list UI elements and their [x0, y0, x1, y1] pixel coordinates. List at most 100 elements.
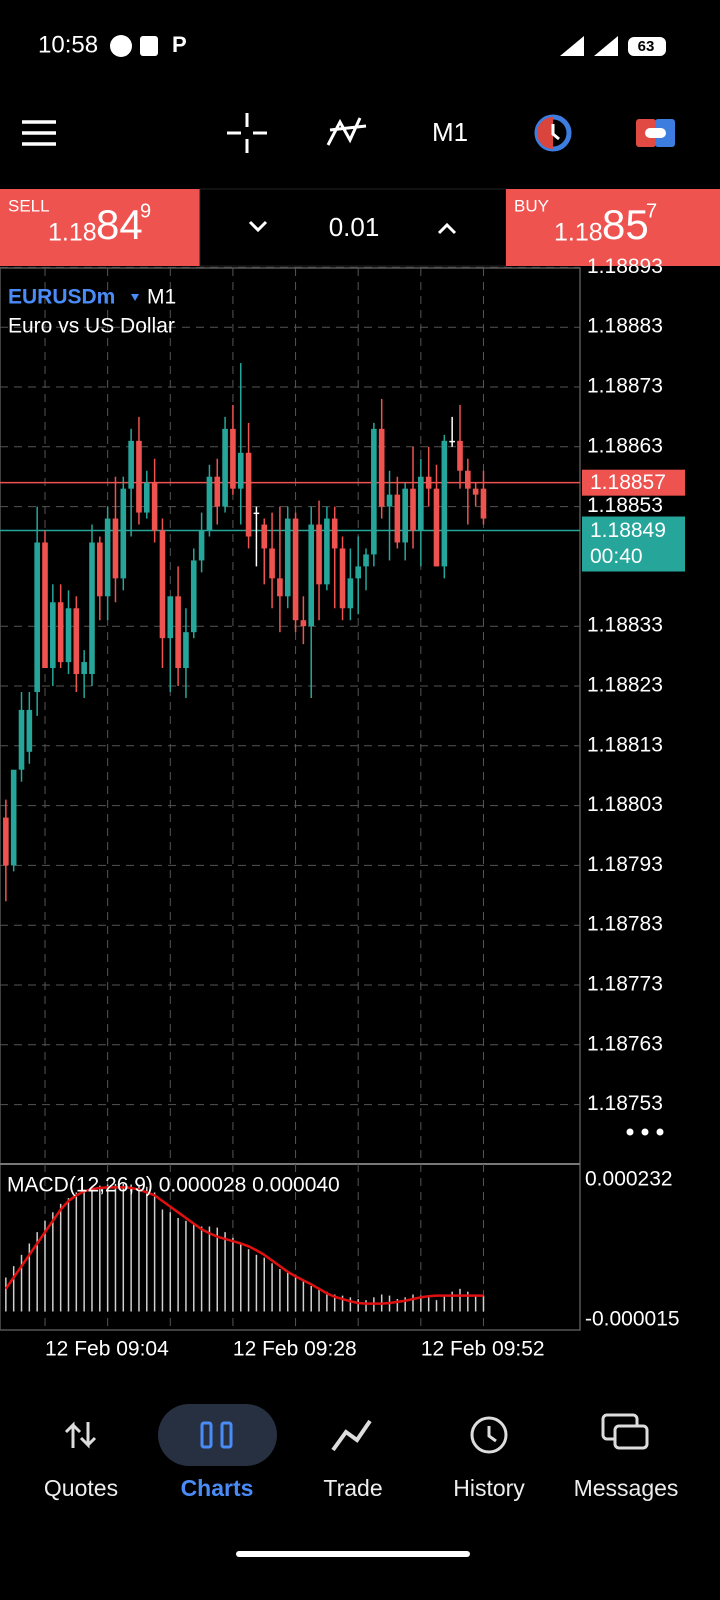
candle-body	[347, 578, 354, 609]
y-tick-label: 1.18863	[587, 434, 663, 457]
y-tick-label: 1.18873	[587, 375, 663, 398]
candle-body	[465, 470, 471, 489]
trade-button[interactable]	[636, 119, 675, 147]
quotes-icon	[64, 1421, 97, 1449]
more-dot[interactable]	[656, 1128, 664, 1136]
y-tick-label: 0.000232	[585, 1168, 673, 1191]
x-tick-label: 12 Feb 09:52	[421, 1338, 545, 1361]
candle-body	[308, 524, 315, 627]
history-icon	[487, 1426, 497, 1443]
y-tick-label: 1.18753	[587, 1092, 663, 1115]
candle-body	[449, 440, 455, 443]
buy-button[interactable]	[506, 189, 720, 266]
candle-body	[269, 548, 275, 579]
x-tick-label: 12 Feb 09:28	[233, 1338, 357, 1361]
y-tick-label: 1.18893	[587, 255, 663, 278]
bid-badge-label: 1.18849	[590, 519, 666, 542]
candle-body	[245, 452, 252, 537]
nav-label[interactable]: Trade	[323, 1475, 382, 1501]
volume-down[interactable]	[248, 220, 268, 233]
battery-level: 63	[638, 38, 655, 55]
candle-body	[120, 488, 127, 579]
y-tick-label: 1.18803	[587, 793, 663, 816]
status-icon: P	[172, 32, 187, 57]
y-tick-label: 1.18813	[587, 733, 663, 756]
y-tick-label: 1.18763	[587, 1032, 663, 1055]
sell-price-sup: 9	[140, 200, 151, 222]
candle-body	[42, 542, 48, 669]
buy-price-sup: 7	[646, 200, 657, 222]
candle-body	[89, 542, 95, 675]
y-tick-label: 1.18853	[587, 494, 663, 517]
candle-body	[128, 440, 134, 489]
signal-icon	[560, 36, 618, 56]
crosshair-button[interactable]	[227, 113, 267, 153]
indicators-button[interactable]	[326, 117, 367, 146]
candle-body	[410, 488, 416, 531]
more-dot[interactable]	[641, 1128, 649, 1136]
volume-box	[199, 188, 507, 267]
candle-body	[371, 428, 377, 555]
countdown: 00:40	[590, 545, 643, 568]
sell-button[interactable]	[0, 189, 200, 266]
nav-label[interactable]: Messages	[574, 1475, 679, 1501]
candle-body	[143, 482, 150, 513]
nav-icons	[64, 1413, 649, 1454]
candle-body	[104, 518, 111, 597]
timeframe-button[interactable]: M1	[432, 117, 468, 147]
candle-body	[50, 602, 56, 669]
candle-body	[300, 620, 307, 627]
symbol-description: Euro vs US Dollar	[8, 315, 175, 338]
history-icon	[470, 1416, 508, 1454]
candle-body	[18, 709, 25, 770]
candle-body	[339, 548, 346, 609]
nav-active-pill	[158, 1404, 277, 1466]
candle-body	[198, 530, 205, 561]
plot: 12 Feb 09:04 12 Feb 09:28 12 Feb 09:52 1.18…	[0, 255, 685, 1361]
nav-label[interactable]: History	[453, 1475, 525, 1501]
candle-body	[472, 488, 479, 495]
status-time: 10:58	[38, 31, 98, 58]
candle-body	[394, 494, 401, 543]
indicator-label: MACD(12,26,9) 0.000028 0.000040	[7, 1174, 340, 1197]
y-tick-label: -0.000015	[585, 1308, 680, 1331]
menu-button[interactable]	[22, 120, 56, 146]
candle-body	[316, 524, 322, 585]
candle-body	[159, 530, 166, 639]
candle-body	[65, 608, 72, 663]
candle-body	[73, 608, 80, 675]
sell-price-prefix: 1.18	[48, 219, 97, 247]
chart-frame	[0, 267, 581, 1331]
candle-body	[175, 596, 181, 669]
symbol-name[interactable]: EURUSDm	[8, 286, 115, 309]
nav-label[interactable]: Quotes	[44, 1475, 118, 1501]
battery-icon	[628, 37, 666, 56]
candle-body	[34, 542, 40, 692]
candle-body	[26, 709, 33, 752]
candle-body	[324, 518, 330, 585]
charts-icon	[220, 1421, 233, 1449]
y-tick-label: 1.18833	[587, 614, 663, 637]
candle-body	[81, 662, 87, 675]
candle-body	[284, 518, 291, 597]
volume[interactable]: 0.01	[329, 212, 380, 242]
sell-price-big: 84	[96, 201, 143, 248]
candle-body	[425, 476, 432, 489]
y-tick-label: 1.18883	[587, 315, 663, 338]
ask-badge-label: 1.18857	[590, 471, 666, 494]
candle-body	[386, 494, 393, 507]
volume-up[interactable]	[437, 222, 457, 235]
candle-body	[363, 554, 369, 567]
nav-label[interactable]: Charts	[181, 1475, 254, 1501]
candle-body	[190, 560, 197, 633]
home-indicator	[236, 1551, 470, 1557]
candle-body	[378, 428, 385, 507]
candle-body	[214, 476, 221, 507]
more-dot[interactable]	[626, 1128, 634, 1136]
candle-body	[418, 476, 424, 531]
candle-body	[433, 488, 440, 567]
objects-button[interactable]	[534, 114, 572, 152]
symbol-dropdown[interactable]	[131, 294, 139, 301]
